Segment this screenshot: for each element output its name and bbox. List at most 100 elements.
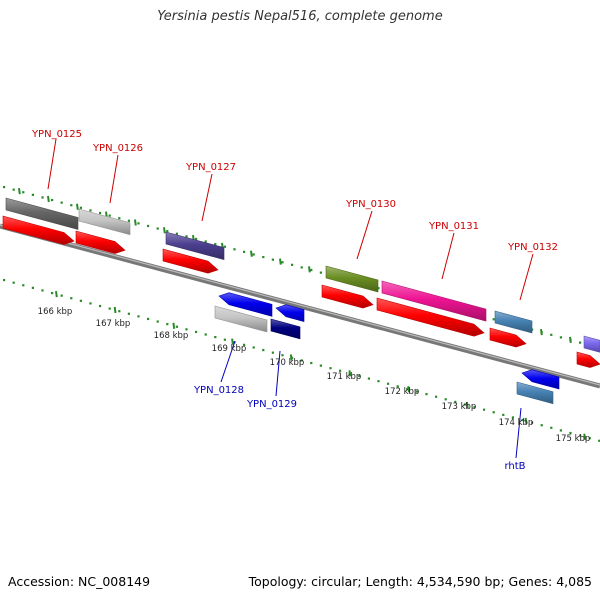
lower-ruler	[3, 278, 600, 442]
ruler-dot	[89, 302, 92, 305]
ruler-dot	[185, 328, 188, 331]
scale-label: 172 kbp	[385, 387, 420, 397]
ruler-dot	[127, 219, 130, 222]
ruler-tick	[348, 370, 352, 377]
ruler-tick	[163, 227, 166, 234]
ruler-dot	[70, 204, 73, 207]
ruler-dot	[118, 310, 121, 313]
ruler-dot	[22, 284, 25, 287]
gene-bar-partial	[583, 335, 600, 353]
ruler-dot	[531, 421, 534, 424]
ruler-dot	[319, 271, 322, 274]
ruler-dot	[147, 224, 150, 228]
ruler-dot	[252, 346, 255, 349]
ruler-dot	[310, 361, 313, 365]
ruler-dot	[406, 387, 409, 391]
ruler-dot	[223, 245, 226, 248]
ruler-dot	[137, 315, 140, 318]
ruler-dot	[454, 400, 457, 404]
ruler-dot	[22, 191, 25, 194]
label-leader-ypn-0131	[441, 232, 455, 280]
ruler-dot	[99, 211, 102, 215]
ruler-dot	[41, 289, 44, 292]
ruler-dot	[329, 367, 332, 370]
gene-bar-ypn-0127	[165, 231, 225, 261]
ruler-dot	[156, 320, 159, 323]
cds-arrow-ypn-0131	[376, 297, 485, 337]
cds-arrow-partial	[576, 351, 600, 368]
ruler-dot	[127, 312, 130, 315]
ruler-dot	[559, 336, 562, 339]
ruler-dot	[166, 323, 169, 326]
ruler-dot	[559, 429, 562, 432]
ruler-dot	[598, 439, 600, 442]
ruler-dot	[483, 408, 486, 411]
ruler-tick	[407, 386, 410, 393]
scale-label: 167 kbp	[96, 319, 131, 329]
ruler-tick	[134, 219, 137, 226]
scale-label: 166 kbp	[38, 307, 73, 317]
gene-label-ypn-0132: YPN_0132	[507, 242, 558, 253]
ruler-dot	[195, 237, 198, 241]
ruler-dot	[214, 336, 217, 339]
ruler-dot	[60, 201, 63, 204]
ruler-dot	[377, 287, 380, 290]
ruler-dot	[569, 431, 572, 435]
ruler-dot	[233, 248, 236, 251]
ruler-dot	[185, 235, 188, 238]
scale-label: 175 kbp	[556, 434, 591, 444]
accession-text: Accession: NC_008149	[8, 574, 151, 589]
ruler-dot	[99, 304, 102, 308]
genome-backbone	[0, 223, 600, 389]
ruler-dot	[463, 403, 466, 406]
scale-label: 171 kbp	[327, 372, 362, 382]
ruler-tick	[113, 306, 117, 314]
ruler-dot	[492, 318, 495, 321]
gene-bar-ypn-0131	[381, 280, 487, 322]
ruler-dot	[118, 217, 121, 220]
ruler-dot	[147, 317, 150, 321]
ruler-dot	[12, 281, 15, 284]
cds-arrow-ypn-0130	[321, 284, 374, 309]
ruler-dot	[300, 359, 303, 362]
label-leader-ypn-0127	[201, 173, 213, 222]
ruler-dot	[358, 374, 361, 378]
ruler-tick	[231, 338, 234, 345]
genome-summary-text: Topology: circular; Length: 4,534,590 bp…	[248, 574, 592, 589]
gene-bar-rhtB	[516, 381, 554, 405]
ruler-dot	[108, 307, 111, 310]
gene-label-ypn-0126: YPN_0126	[92, 143, 143, 154]
gene-label-ypn-0129: YPN_0129	[246, 399, 297, 410]
ruler-dot	[377, 380, 380, 383]
ruler-dot	[262, 255, 265, 259]
scale-label: 173 kbp	[442, 402, 477, 412]
ruler-dot	[271, 258, 274, 261]
ruler-dot	[415, 390, 418, 393]
ruler-tick	[279, 258, 282, 265]
ruler-dot	[579, 341, 582, 344]
ruler-dot	[579, 434, 582, 437]
gene-bar-ypn-0130	[325, 265, 379, 293]
scale-label: 169 kbp	[212, 344, 247, 354]
ruler-dot	[281, 261, 284, 264]
cds-arrow-ypn-0125	[2, 215, 75, 245]
ruler-tick	[172, 322, 176, 329]
scale-label: 168 kbp	[154, 331, 189, 341]
ruler-dot	[252, 253, 255, 256]
ruler-dot	[444, 398, 447, 401]
ruler-dot	[319, 364, 322, 367]
ruler-dot	[291, 263, 294, 266]
ruler-dot	[51, 198, 54, 202]
ruler-dot	[339, 369, 342, 372]
label-leader-ypn-0130	[356, 210, 373, 260]
gene-label-ypn-0131: YPN_0131	[428, 221, 479, 232]
ruler-tick	[308, 266, 311, 273]
ruler-tick	[47, 195, 50, 203]
ruler-tick	[465, 401, 469, 409]
ruler-dot	[60, 294, 63, 297]
ruler-tick	[583, 433, 587, 440]
gene-label-ypn-0127: YPN_0127	[185, 162, 236, 173]
ruler-dot	[89, 209, 92, 212]
gene-bar-ypn-0129	[270, 318, 301, 340]
ruler-tick	[540, 328, 543, 336]
